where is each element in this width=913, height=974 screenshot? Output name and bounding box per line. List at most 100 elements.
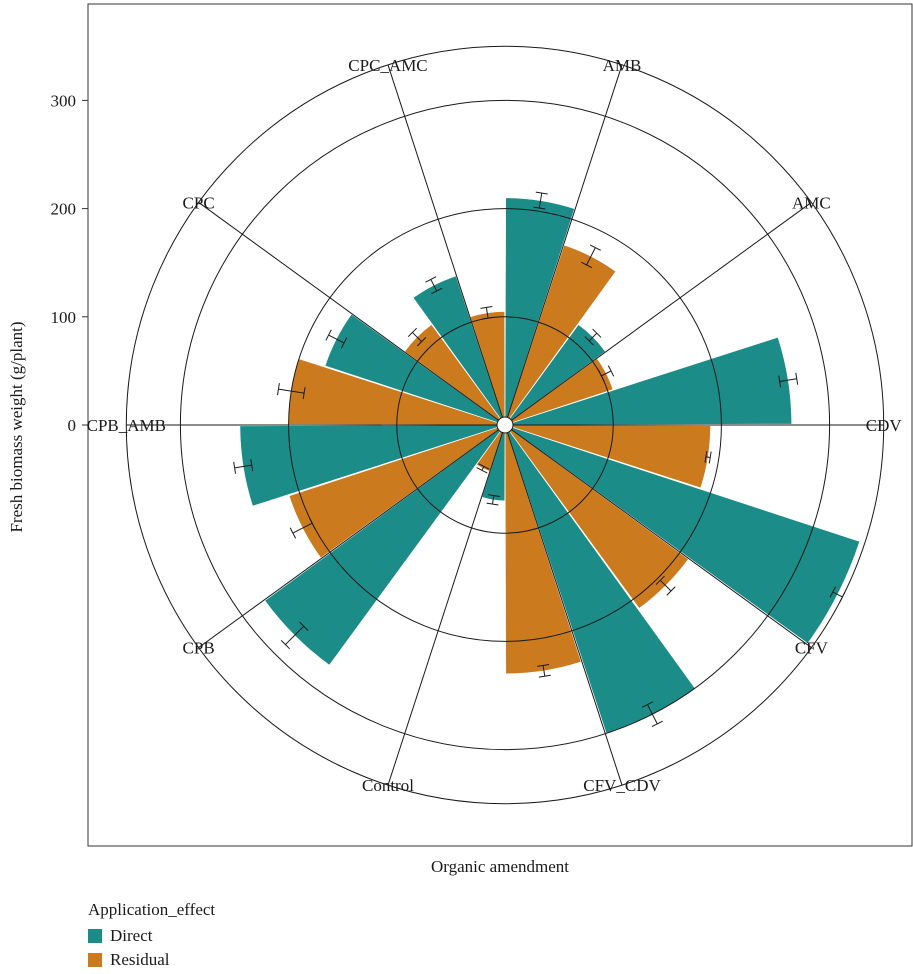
error-stem	[234, 464, 252, 469]
error-stem	[481, 466, 485, 471]
category-label-cpc: CPC	[183, 193, 215, 212]
error-cap	[289, 527, 297, 539]
legend-label-residual: Residual	[110, 950, 170, 969]
error-cap	[476, 467, 488, 474]
error-bar-residual-cdv	[704, 450, 712, 464]
error-stem	[292, 522, 313, 534]
error-cap	[325, 329, 332, 341]
error-cap	[250, 459, 254, 472]
error-cap	[299, 621, 309, 631]
y-tick-label: 0	[68, 416, 77, 435]
spoke-cpc	[198, 202, 506, 426]
error-stem	[659, 579, 672, 592]
spoke-cfv	[504, 424, 812, 648]
category-label-cpc_amc: CPC_AMC	[348, 56, 427, 75]
y-tick-label: 200	[51, 200, 77, 219]
error-cap	[482, 316, 495, 320]
error-cap	[417, 337, 427, 347]
category-label-cfv: CFV	[795, 639, 829, 658]
error-cap	[486, 502, 499, 506]
error-cap	[607, 365, 615, 377]
error-stem	[601, 370, 612, 377]
error-stem	[586, 247, 596, 266]
error-bars	[233, 191, 846, 728]
error-cap	[233, 461, 237, 474]
error-cap	[538, 674, 551, 678]
error-stem	[328, 334, 345, 344]
bars-group	[239, 197, 861, 734]
error-stem	[647, 704, 658, 725]
error-stem	[779, 378, 797, 382]
spoke-control	[387, 424, 506, 786]
error-cap	[592, 328, 602, 338]
error-cap	[340, 337, 348, 349]
category-label-cdv: CDV	[866, 416, 903, 435]
error-stem	[491, 495, 495, 505]
error-cap	[829, 586, 836, 598]
error-cap	[487, 494, 500, 497]
error-stem	[278, 388, 305, 394]
spoke-cpc_amc	[387, 64, 506, 426]
legend-title: Application_effect	[88, 900, 216, 919]
error-cap	[651, 720, 663, 728]
error-cap	[655, 575, 665, 585]
error-cap	[537, 664, 550, 667]
error-bar-direct-amc	[584, 328, 602, 346]
error-stem	[485, 307, 489, 319]
error-bar-residual-cfv_cdv	[537, 664, 551, 678]
error-bar-residual-amc	[598, 365, 615, 382]
error-cap	[666, 586, 676, 596]
legend-label-direct: Direct	[110, 926, 153, 945]
error-bar-residual-cpc	[407, 327, 427, 347]
legend-item-residual: Residual	[88, 948, 215, 972]
error-bar-direct-control	[486, 494, 500, 506]
legend: Application_effect Direct Residual	[88, 900, 215, 972]
error-bar-residual-cpb_amb	[277, 383, 306, 400]
spoke-amb	[504, 64, 623, 426]
error-bar-residual-control	[476, 463, 490, 474]
error-cap	[795, 372, 799, 385]
error-bar-direct-cpc	[325, 329, 348, 349]
error-stem	[542, 665, 546, 677]
y-axis-title: Fresh biomass weight (g/plant)	[7, 321, 26, 532]
polar-grid	[125, 45, 885, 805]
error-bar-direct-cpc_amc	[425, 276, 443, 295]
error-cap	[704, 450, 708, 463]
category-label-amb: AMB	[603, 56, 642, 75]
error-cap	[280, 639, 291, 650]
spoke-cpb	[198, 424, 506, 648]
error-cap	[598, 370, 605, 382]
error-cap	[778, 375, 782, 388]
error-cap	[589, 244, 601, 251]
error-stem	[412, 332, 422, 342]
legend-swatch-direct	[88, 929, 102, 943]
error-bar-residual-cpc_amc	[480, 306, 495, 320]
error-bar-direct-amb	[533, 191, 548, 210]
error-stem	[588, 332, 598, 342]
error-stem	[705, 456, 711, 458]
error-cap	[309, 517, 316, 529]
error-bar-residual-cpb	[289, 517, 316, 539]
error-bar-residual-cfv	[655, 575, 676, 596]
error-cap	[584, 336, 594, 346]
category-label-cfv_cdv: CFV_CDV	[583, 776, 661, 795]
error-cap	[480, 306, 493, 309]
center-hub	[496, 416, 514, 434]
legend-item-direct: Direct	[88, 924, 215, 948]
category-label-cpb: CPB	[183, 639, 215, 658]
category-label-amc: AMC	[792, 193, 831, 212]
error-cap	[535, 191, 548, 195]
error-cap	[302, 387, 306, 400]
spoke-cfv_cdv	[504, 424, 623, 786]
error-stem	[285, 625, 305, 645]
error-bar-residual-amb	[580, 244, 601, 269]
error-cap	[533, 206, 546, 210]
error-cap	[708, 451, 712, 464]
y-tick-label: 300	[51, 91, 77, 110]
error-cap	[431, 287, 443, 295]
error-cap	[425, 276, 437, 283]
error-stem	[430, 279, 438, 292]
error-bar-direct-cfv	[829, 586, 846, 603]
error-stem	[832, 591, 843, 598]
